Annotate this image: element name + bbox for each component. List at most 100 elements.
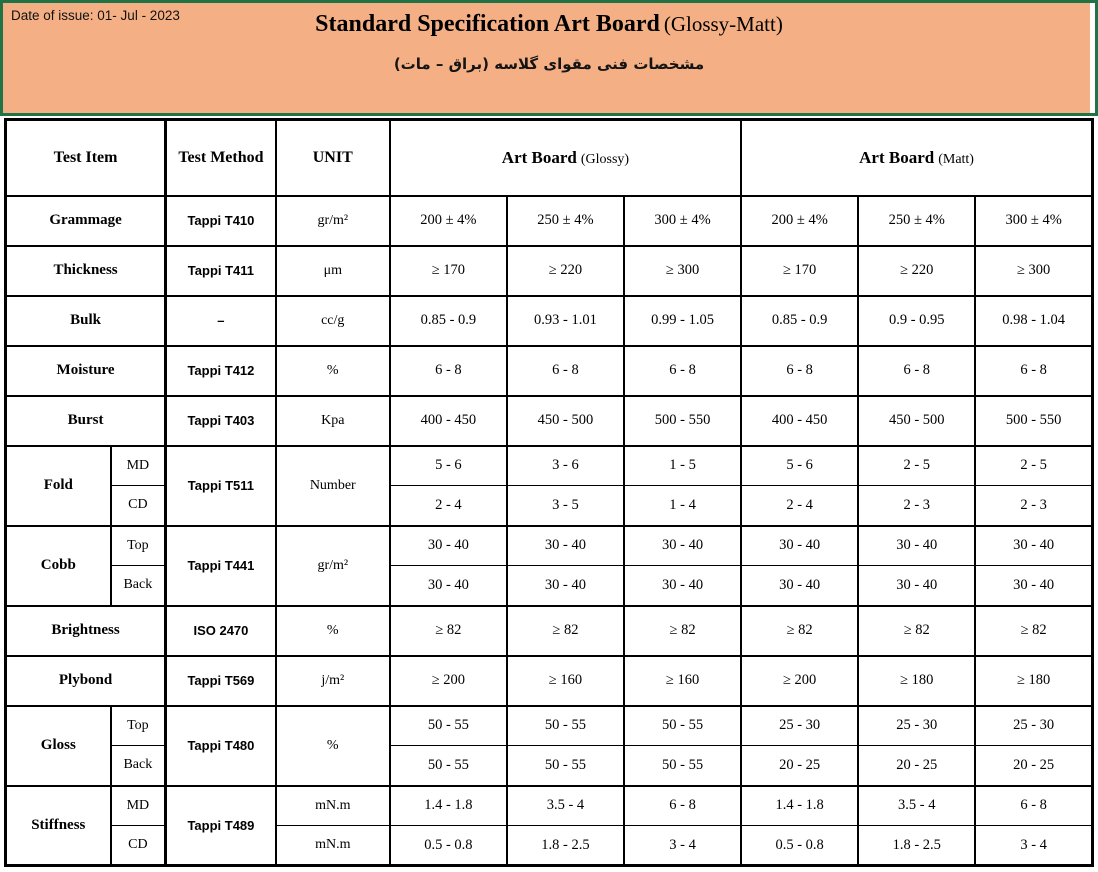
test-method-cell: Tappi T441 (164, 524, 277, 606)
value-cell: 500 - 550 (622, 394, 743, 447)
value-cell: 2 - 4 (740, 485, 860, 527)
value-cell: 6 - 8 (974, 344, 1094, 397)
value-cell: 50 - 55 (388, 745, 508, 787)
test-item-cell: Grammage (4, 194, 167, 247)
value-cell: 2 - 3 (974, 485, 1094, 527)
unit-cell: mN.m (274, 784, 391, 826)
test-item-cell: Bulk (4, 294, 167, 347)
test-item-cell: Brightness (4, 604, 167, 657)
value-cell: ≥ 200 (388, 654, 508, 707)
table-row: Back 50 - 55 50 - 55 50 - 55 20 - 25 20 - 25 2… (6, 745, 1094, 787)
test-method-cell: Tappi T569 (164, 654, 277, 707)
test-method-cell: Tappi T480 (164, 704, 277, 786)
value-cell: 300 ± 4% (622, 194, 743, 247)
value-cell: 30 - 40 (857, 565, 977, 607)
table-row: Plybond Tappi T569 j/m² ≥ 200 ≥ 160 ≥ 160 ≥ 20… (4, 654, 1094, 707)
value-cell: ≥ 160 (622, 654, 743, 707)
value-cell: 25 - 30 (974, 704, 1094, 746)
sub-label-cell: CD (110, 825, 167, 867)
spec-table-body: Test Item Test Method UNIT Art Board (Gl… (4, 118, 1094, 867)
sub-label-cell: Back (110, 565, 167, 607)
value-cell: 300 ± 4% (974, 194, 1094, 247)
header-art-board-glossy: Art Board (Glossy) (388, 118, 743, 197)
value-cell: ≥ 300 (974, 244, 1094, 297)
header-test-item: Test Item (4, 118, 167, 197)
table-row: Thickness Tappi T411 μm ≥ 170 ≥ 220 ≥ 300 ≥ 17… (4, 244, 1094, 297)
value-cell: 30 - 40 (857, 524, 977, 566)
unit-cell: mN.m (274, 825, 391, 867)
table-row: CD mN.m 0.5 - 0.8 1.8 - 2.5 3 - 4 0.5 - 0.8 1.… (6, 825, 1094, 867)
value-cell: 500 - 550 (974, 394, 1094, 447)
value-cell: 6 - 8 (740, 344, 860, 397)
value-cell: 1 - 4 (622, 485, 743, 527)
table-row: Bulk – cc/g 0.85 - 0.9 0.93 - 1.01 0.99 - 1.0… (4, 294, 1094, 347)
test-method-cell: Tappi T511 (164, 444, 277, 526)
test-item-cell: Cobb (4, 524, 112, 606)
unit-cell: Kpa (274, 394, 391, 447)
table-row: Burst Tappi T403 Kpa 400 - 450 450 - 500 500 … (4, 394, 1094, 447)
table-header-row: Test Item Test Method UNIT Art Board (Gl… (4, 118, 1094, 197)
test-method-cell: – (164, 294, 277, 347)
unit-cell: % (274, 344, 391, 397)
value-cell: 0.9 - 0.95 (857, 294, 977, 347)
value-cell: 20 - 25 (974, 745, 1094, 787)
sub-label-cell: Back (110, 745, 167, 787)
value-cell: ≥ 200 (740, 654, 860, 707)
unit-cell: Number (274, 444, 391, 526)
value-cell: ≥ 82 (740, 604, 860, 657)
value-cell: 1.8 - 2.5 (857, 825, 977, 867)
value-cell: ≥ 170 (388, 244, 508, 297)
value-cell: 3 - 5 (505, 485, 626, 527)
test-method-cell: Tappi T489 (164, 784, 277, 866)
test-item-cell: Burst (4, 394, 167, 447)
value-cell: 0.85 - 0.9 (388, 294, 508, 347)
unit-cell: % (274, 704, 391, 786)
value-cell: 5 - 6 (740, 444, 860, 486)
header-banner-fill (3, 3, 1090, 113)
table-row: Gloss Top Tappi T480% 50 - 55 50 - 55 50 - 55… (4, 704, 1094, 786)
header-test-method: Test Method (164, 118, 277, 197)
value-cell: ≥ 160 (505, 654, 626, 707)
value-cell: 2 - 4 (388, 485, 508, 527)
value-cell: 1 - 5 (622, 444, 743, 486)
unit-cell: gr/m² (274, 194, 391, 247)
value-cell: 30 - 40 (740, 524, 860, 566)
value-cell: 2 - 5 (857, 444, 977, 486)
value-cell: ≥ 220 (857, 244, 977, 297)
header-banner: Date of issue: 01- Jul - 2023 Standard S… (0, 0, 1098, 116)
value-cell: 50 - 55 (622, 745, 743, 787)
value-cell: 450 - 500 (505, 394, 626, 447)
table-row: Grammage Tappi T410 gr/m² 200 ± 4% 250 ± 4% 3… (4, 194, 1094, 247)
value-cell: 400 - 450 (388, 394, 508, 447)
value-cell: 3.5 - 4 (857, 784, 977, 826)
test-item-cell: Plybond (4, 654, 167, 707)
value-cell: 20 - 25 (740, 745, 860, 787)
table-row: Cobb Top Tappi T441 gr/m² 30 - 40 30 - 40 30 -… (4, 524, 1094, 606)
value-cell: ≥ 180 (857, 654, 977, 707)
value-cell: 30 - 40 (388, 565, 508, 607)
test-item-cell: Moisture (4, 344, 167, 397)
value-cell: 0.98 - 1.04 (974, 294, 1094, 347)
value-cell: 30 - 40 (740, 565, 860, 607)
sub-label-cell: MD (110, 444, 167, 486)
test-method-cell: Tappi T410 (164, 194, 277, 247)
value-cell: 30 - 40 (622, 524, 743, 566)
value-cell: 400 - 450 (740, 394, 860, 447)
value-cell: 0.85 - 0.9 (740, 294, 860, 347)
value-cell: 30 - 40 (622, 565, 743, 607)
value-cell: 3 - 6 (505, 444, 626, 486)
value-cell: ≥ 220 (505, 244, 626, 297)
test-method-cell: ISO 2470 (164, 604, 277, 657)
value-cell: 6 - 8 (388, 344, 508, 397)
value-cell: 2 - 3 (857, 485, 977, 527)
value-cell: 30 - 40 (388, 524, 508, 566)
unit-cell: μm (274, 244, 391, 297)
value-cell: 30 - 40 (974, 565, 1094, 607)
value-cell: ≥ 82 (388, 604, 508, 657)
page-title-suffix: (Glossy-Matt) (663, 12, 783, 36)
sub-label-cell: CD (110, 485, 167, 527)
value-cell: ≥ 170 (740, 244, 860, 297)
value-cell: 6 - 8 (505, 344, 626, 397)
value-cell: 200 ± 4% (388, 194, 508, 247)
